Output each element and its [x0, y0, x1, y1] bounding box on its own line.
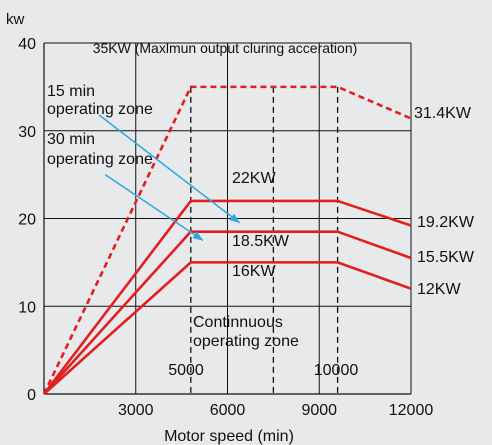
y-tick-40: 40 — [18, 36, 36, 53]
series-label-16kw: 16KW — [232, 263, 276, 280]
tick-labels: 0 10 20 30 40 3000 6000 9000 12000 — [18, 36, 433, 419]
y-tick-10: 10 — [18, 299, 36, 316]
reference-lines — [190, 86, 339, 394]
y-tick-0: 0 — [27, 387, 36, 404]
series-label-18-5kw: 18.5KW — [232, 233, 290, 250]
zone15-line1: 15 min — [47, 83, 95, 100]
series-label-22kw: 22KW — [232, 170, 276, 187]
series-line-0 — [42, 85, 412, 395]
continuous-line1: Continnuous — [193, 314, 283, 331]
arrows-group — [98, 114, 241, 242]
zone30-line2: operating zone — [47, 151, 153, 168]
grid — [44, 42, 412, 394]
y-tick-30: 30 — [18, 124, 36, 141]
arrow-head-0 — [229, 213, 240, 223]
arrow-line-1 — [104, 174, 204, 242]
end-label-12kw: 12KW — [417, 281, 461, 298]
end-label-19-2kw: 19.2KW — [417, 214, 475, 231]
vline-label-5000: 5000 — [168, 362, 204, 379]
arrow-line-0 — [98, 114, 241, 224]
series-group — [42, 85, 412, 395]
series-line-1 — [42, 199, 412, 395]
max-output-label: 35KW (Maxlmun output cluring acceration) — [93, 40, 358, 56]
x-tick-12000: 12000 — [389, 402, 434, 419]
vline-label-10000: 10000 — [314, 362, 359, 379]
arrow-head-1 — [192, 231, 204, 241]
zone15-line2: operating zone — [47, 101, 153, 118]
series-line-2 — [43, 230, 412, 395]
continuous-line2: operating zone — [193, 333, 299, 350]
x-tick-9000: 9000 — [301, 402, 337, 419]
series-line-3 — [43, 261, 412, 395]
x-tick-3000: 3000 — [118, 402, 154, 419]
axes — [43, 43, 411, 395]
end-label-15-5kw: 15.5KW — [417, 249, 475, 266]
y-axis-label: kw — [6, 11, 25, 28]
x-tick-6000: 6000 — [210, 402, 246, 419]
zone30-line1: 30 min — [47, 131, 95, 148]
y-tick-20: 20 — [18, 212, 36, 229]
end-label-31-4kw: 31.4KW — [414, 105, 472, 122]
x-axis-label: Motor speed (min) — [164, 428, 294, 445]
